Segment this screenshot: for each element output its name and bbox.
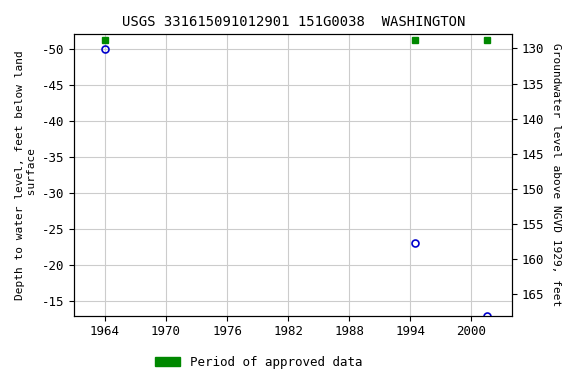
Y-axis label: Groundwater level above NGVD 1929, feet: Groundwater level above NGVD 1929, feet [551,43,561,306]
Title: USGS 331615091012901 151G0038  WASHINGTON: USGS 331615091012901 151G0038 WASHINGTON [122,15,465,29]
Legend: Period of approved data: Period of approved data [150,351,368,374]
Y-axis label: Depth to water level, feet below land
 surface: Depth to water level, feet below land su… [15,50,37,300]
